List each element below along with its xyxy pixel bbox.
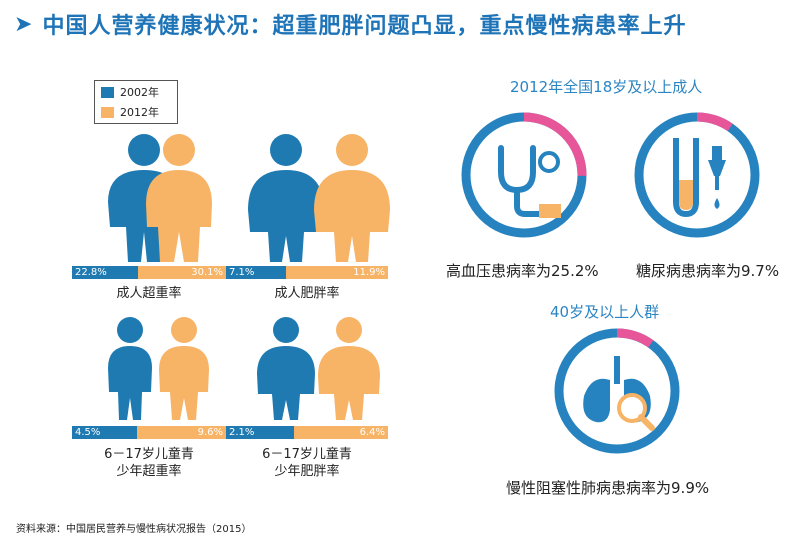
legend-swatch-blue — [101, 86, 114, 98]
caption-adult-obesity: 成人肥胖率 — [274, 286, 340, 301]
legend-item-2002: 2002年 — [95, 83, 177, 101]
page-title: ➤ 中国人营养健康状况：超重肥胖问题凸显，重点慢性病患率上升 — [14, 4, 686, 44]
obese-adult-bar: 7.1% 11.9% — [226, 266, 388, 279]
bar-2012: 6.4% — [294, 426, 388, 439]
adults-heading: 2012年全国18岁及以上成人 — [510, 78, 703, 96]
bar-2002: 7.1% — [226, 266, 286, 279]
legend-swatch-orange — [101, 106, 114, 118]
caption-line: 6－17岁儿童青 — [262, 447, 352, 462]
legend: 2002年 2012年 — [94, 80, 178, 124]
overweight-child-bar: 4.5% 9.6% — [72, 426, 226, 439]
dropper-icon — [708, 146, 726, 209]
caption-child-overweight: 6－17岁儿童青 少年超重率 — [74, 446, 224, 480]
overweight-child-figure-2012 — [159, 317, 209, 420]
bar-2012: 11.9% — [285, 266, 388, 279]
device-icon — [539, 204, 561, 218]
stethoscope-icon — [498, 145, 560, 217]
caption-child-obesity: 6－17岁儿童青 少年肥胖率 — [232, 446, 382, 480]
diabetes-ring — [634, 112, 760, 238]
obese-child-figure-2012 — [318, 317, 380, 420]
copd-ring — [554, 328, 680, 454]
legend-label: 2012年 — [120, 106, 159, 119]
title-text: 中国人营养健康状况：超重肥胖问题凸显，重点慢性病患率上升 — [42, 14, 687, 39]
overweight-adult-bar: 22.8% 30.1% — [72, 266, 226, 279]
legend-label: 2002年 — [120, 86, 159, 99]
obese-adult-figure-2012 — [314, 134, 390, 262]
arrow-icon: ➤ — [14, 11, 33, 37]
bar-2002: 4.5% — [72, 426, 137, 439]
caption-line: 少年肥胖率 — [274, 464, 340, 479]
obese-child-figure-2002 — [257, 317, 315, 420]
source-note: 资料来源：中国居民营养与慢性病状况报告（2015） — [16, 524, 252, 535]
diabetes-label: 糖尿病患病率为9.7% — [636, 262, 780, 280]
caption-line: 少年超重率 — [116, 464, 182, 479]
legend-item-2012: 2012年 — [95, 103, 177, 121]
overweight-child-figure-2002 — [108, 317, 152, 420]
hypertension-ring — [461, 112, 587, 238]
bar-2012: 30.1% — [138, 266, 226, 279]
copd-label: 慢性阻塞性肺病患病率为9.9% — [506, 479, 710, 497]
over40-heading: 40岁及以上人群 — [550, 303, 660, 321]
obese-child-bar: 2.1% 6.4% — [226, 426, 388, 439]
bar-2002: 22.8% — [72, 266, 139, 279]
hypertension-label: 高血压患病率为25.2% — [446, 262, 599, 280]
overweight-adult-figure-2012 — [146, 134, 212, 262]
obese-adult-figure-2002 — [248, 134, 324, 262]
caption-adult-overweight: 成人超重率 — [116, 286, 182, 301]
test-tube-icon — [673, 138, 699, 218]
caption-line: 6－17岁儿童青 — [104, 447, 194, 462]
bar-2012: 9.6% — [136, 426, 226, 439]
bar-2002: 2.1% — [226, 426, 295, 439]
magnifier-icon — [617, 393, 655, 431]
